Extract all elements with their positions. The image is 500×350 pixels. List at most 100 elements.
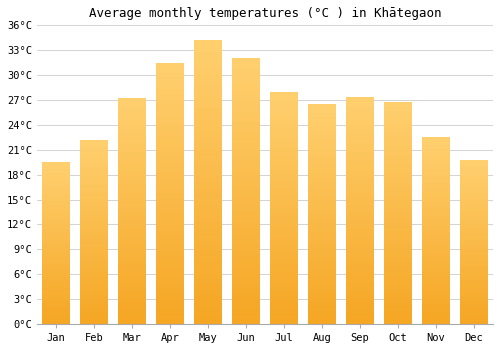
Bar (118, 288, 146, 293)
Bar (42, 292, 70, 295)
Bar (232, 90, 260, 96)
Bar (308, 240, 336, 245)
Bar (384, 164, 411, 168)
Bar (42, 201, 70, 204)
Bar (80, 295, 108, 298)
Bar (232, 266, 260, 271)
Bar (118, 247, 146, 252)
Bar (194, 199, 222, 205)
Bar (460, 248, 487, 252)
Bar (194, 103, 222, 108)
Bar (194, 296, 222, 301)
Bar (270, 301, 297, 306)
Bar (308, 320, 336, 324)
Bar (270, 203, 297, 208)
Bar (346, 270, 374, 274)
Bar (270, 180, 297, 184)
Bar (80, 254, 108, 258)
Bar (80, 302, 108, 306)
Bar (194, 279, 222, 284)
Bar (156, 256, 184, 261)
Bar (156, 298, 184, 303)
Bar (270, 161, 297, 166)
Bar (270, 133, 297, 138)
Bar (422, 253, 450, 257)
Bar (42, 321, 70, 324)
Bar (270, 147, 297, 152)
Bar (42, 227, 70, 230)
Bar (346, 215, 374, 220)
Bar (80, 166, 108, 169)
Bar (308, 131, 336, 135)
Bar (194, 40, 222, 46)
Bar (42, 214, 70, 217)
Bar (308, 166, 336, 170)
Bar (422, 257, 450, 260)
Bar (346, 297, 374, 301)
Bar (118, 252, 146, 256)
Bar (270, 143, 297, 147)
Bar (156, 293, 184, 298)
Bar (156, 84, 184, 89)
Bar (422, 178, 450, 182)
Bar (194, 91, 222, 97)
Bar (118, 180, 146, 184)
Bar (118, 202, 146, 206)
Bar (156, 110, 184, 115)
Bar (384, 204, 411, 208)
Bar (308, 254, 336, 258)
Bar (270, 166, 297, 171)
Bar (460, 235, 487, 239)
Bar (270, 278, 297, 282)
Bar (232, 144, 260, 149)
Bar (232, 207, 260, 212)
Bar (80, 221, 108, 225)
Bar (232, 281, 260, 287)
Bar (346, 229, 374, 233)
Bar (118, 148, 146, 153)
Bar (118, 310, 146, 315)
Bar (232, 292, 260, 298)
Bar (232, 101, 260, 106)
Bar (384, 262, 411, 266)
Bar (460, 288, 487, 291)
Bar (80, 177, 108, 180)
Bar (460, 291, 487, 294)
Bar (422, 219, 450, 223)
Bar (232, 276, 260, 281)
Bar (156, 104, 184, 110)
Bar (308, 117, 336, 122)
Bar (118, 107, 146, 112)
Bar (270, 306, 297, 310)
Bar (232, 255, 260, 260)
Bar (270, 320, 297, 324)
Bar (270, 310, 297, 315)
Bar (308, 280, 336, 285)
Bar (384, 186, 411, 191)
Bar (156, 266, 184, 272)
Bar (346, 143, 374, 147)
Bar (194, 80, 222, 86)
Bar (156, 198, 184, 204)
Bar (422, 320, 450, 324)
Bar (194, 313, 222, 318)
Bar (346, 288, 374, 292)
Bar (42, 275, 70, 279)
Bar (156, 188, 184, 193)
Bar (384, 102, 411, 106)
Bar (384, 302, 411, 306)
Bar (232, 75, 260, 80)
Bar (308, 144, 336, 148)
Bar (346, 183, 374, 188)
Bar (308, 236, 336, 240)
Bar (346, 292, 374, 297)
Bar (194, 222, 222, 228)
Bar (232, 181, 260, 186)
Bar (270, 296, 297, 301)
Bar (422, 298, 450, 302)
Bar (422, 208, 450, 212)
Bar (460, 202, 487, 206)
Bar (42, 262, 70, 266)
Bar (346, 252, 374, 256)
Bar (308, 210, 336, 214)
